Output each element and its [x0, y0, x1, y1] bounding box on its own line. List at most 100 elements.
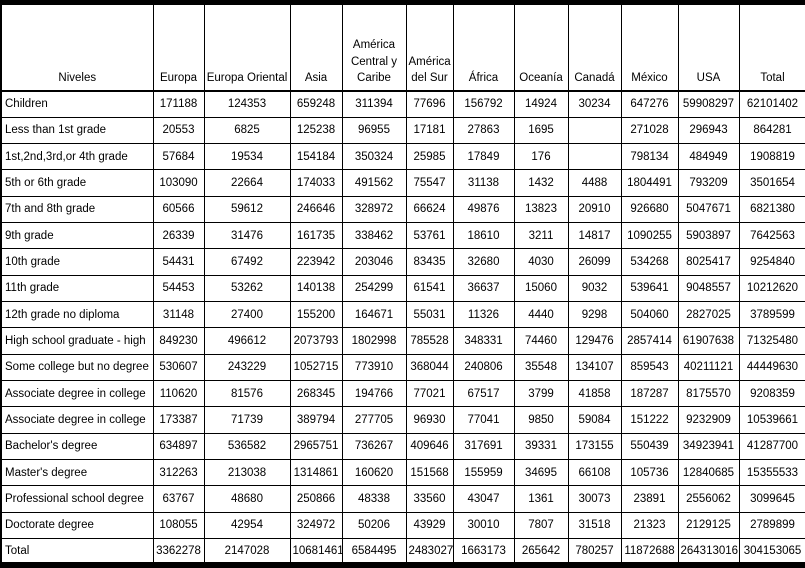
row-label: Total: [0, 538, 154, 566]
value-cell: 194766: [341, 380, 407, 408]
value-cell: 44449630: [738, 353, 805, 382]
value-cell: 14924: [513, 90, 569, 118]
value-cell: 19534: [203, 143, 291, 171]
value-cell: 42954: [203, 511, 291, 540]
value-cell: 110620: [152, 380, 205, 408]
table-row: Some college but no degree 530607 243229 10…: [0, 353, 805, 382]
value-cell: 9032: [567, 274, 622, 303]
value-cell: 1432: [513, 169, 569, 197]
value-cell: 13823: [513, 195, 569, 224]
value-cell: 3501654: [738, 169, 805, 197]
value-cell: 1908819: [738, 143, 805, 171]
table-header: Niveles Europa Europa Oriental Asia América …: [0, 2, 805, 92]
value-cell: 2147028: [203, 538, 291, 566]
value-cell: 491562: [341, 169, 407, 197]
value-cell: 71739: [203, 406, 291, 434]
value-cell: 54431: [152, 248, 205, 276]
column-header-0: Niveles: [0, 2, 154, 92]
value-cell: 33560: [405, 485, 454, 513]
value-cell: 17181: [405, 116, 454, 145]
table-row: Children 171188 124353 659248 311394 77696 156…: [0, 90, 805, 118]
row-label: Less than 1st grade: [0, 116, 154, 145]
row-label: Some college but no degree: [0, 353, 154, 382]
value-cell: 59084: [567, 406, 622, 434]
value-cell: 7642563: [738, 222, 805, 250]
value-cell: 53761: [405, 222, 454, 250]
row-label: Master's degree: [0, 459, 154, 487]
value-cell: 83435: [405, 248, 454, 276]
value-cell: 1314861: [289, 459, 343, 487]
value-cell: 27863: [452, 116, 515, 145]
value-cell: 10681461: [289, 538, 343, 566]
value-cell: 20910: [567, 195, 622, 224]
value-cell: 14817: [567, 222, 622, 250]
row-label: Professional school degree: [0, 485, 154, 513]
table-row: Total 3362278 2147028 10681461 6584495 248302…: [0, 538, 805, 566]
table-row: Doctorate degree 108055 42954 324972 50206 43…: [0, 511, 805, 540]
value-cell: 864281: [738, 116, 805, 145]
value-cell: 9208359: [738, 380, 805, 408]
value-cell: 18610: [452, 222, 515, 250]
table-row: Master's degree 312263 213038 1314861 160620…: [0, 459, 805, 487]
value-cell: 55031: [405, 301, 454, 329]
row-label: Associate degree in college: [0, 380, 154, 408]
value-cell: 23891: [620, 485, 679, 513]
column-header-6: África: [452, 2, 515, 92]
value-cell: 3789599: [738, 301, 805, 329]
value-cell: 22664: [203, 169, 291, 197]
value-cell: 312263: [152, 459, 205, 487]
value-cell: 75547: [405, 169, 454, 197]
value-cell: 3362278: [152, 538, 205, 566]
value-cell: 41858: [567, 380, 622, 408]
value-cell: 43047: [452, 485, 515, 513]
value-cell: 368044: [405, 353, 454, 382]
value-cell: 155200: [289, 301, 343, 329]
value-cell: 311394: [341, 90, 407, 118]
value-cell: 30010: [452, 511, 515, 540]
value-cell: 74460: [513, 327, 569, 355]
value-cell: 26339: [152, 222, 205, 250]
value-cell: 1802998: [341, 327, 407, 355]
table-row: 7th and 8th grade 60566 59612 246646 328972 6…: [0, 195, 805, 224]
value-cell: 254299: [341, 274, 407, 303]
value-cell: 10539661: [738, 406, 805, 434]
value-cell: 793209: [677, 169, 740, 197]
value-cell: 243229: [203, 353, 291, 382]
table-header-row: Niveles Europa Europa Oriental Asia América …: [0, 2, 805, 92]
value-cell: 8025417: [677, 248, 740, 276]
value-cell: 213038: [203, 459, 291, 487]
row-label: 1st,2nd,3rd,or 4th grade: [0, 143, 154, 171]
value-cell: 53262: [203, 274, 291, 303]
value-cell: 49876: [452, 195, 515, 224]
value-cell: 31518: [567, 511, 622, 540]
value-cell: 77021: [405, 380, 454, 408]
value-cell: 2857414: [620, 327, 679, 355]
value-cell: 171188: [152, 90, 205, 118]
value-cell: 39331: [513, 432, 569, 461]
value-cell: 134107: [567, 353, 622, 382]
value-cell: 156792: [452, 90, 515, 118]
value-cell: 268345: [289, 380, 343, 408]
value-cell: 176: [513, 143, 569, 171]
value-cell: 40211121: [677, 353, 740, 382]
value-cell: 67492: [203, 248, 291, 276]
value-cell: 389794: [289, 406, 343, 434]
value-cell: 1695: [513, 116, 569, 145]
value-cell: 31138: [452, 169, 515, 197]
value-cell: 154184: [289, 143, 343, 171]
value-cell: [567, 116, 622, 145]
value-cell: 125238: [289, 116, 343, 145]
value-cell: 66108: [567, 459, 622, 487]
value-cell: 151568: [405, 459, 454, 487]
value-cell: 2965751: [289, 432, 343, 461]
value-cell: 265642: [513, 538, 569, 566]
value-cell: 59908297: [677, 90, 740, 118]
value-cell: 536582: [203, 432, 291, 461]
value-cell: 2789899: [738, 511, 805, 540]
table-row: 10th grade 54431 67492 223942 203046 83435 326…: [0, 248, 805, 276]
column-header-8: Canadá: [567, 2, 622, 92]
value-cell: 550439: [620, 432, 679, 461]
value-cell: 9254840: [738, 248, 805, 276]
